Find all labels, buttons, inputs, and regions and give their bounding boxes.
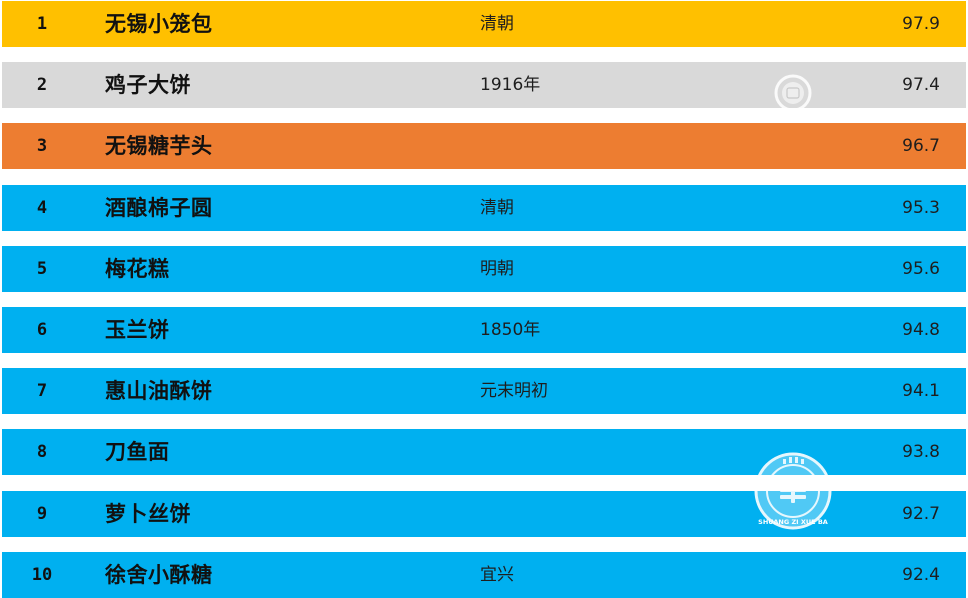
score-value: 93.8 bbox=[902, 442, 940, 462]
ranking-row: 9 萝卜丝饼 92.7 bbox=[2, 491, 966, 537]
rank-number: 10 bbox=[31, 565, 53, 585]
snack-name: 梅花糕 bbox=[105, 257, 170, 281]
rank-number: 1 bbox=[36, 14, 48, 34]
snack-name: 萝卜丝饼 bbox=[105, 502, 191, 526]
score-value: 92.7 bbox=[902, 504, 940, 524]
origin-era: 1916年 bbox=[480, 75, 541, 95]
score-value: 95.3 bbox=[902, 198, 940, 218]
ranking-row: 5 梅花糕 明朝 95.6 bbox=[2, 246, 966, 292]
snack-name: 无锡小笼包 bbox=[105, 12, 213, 36]
ranking-row: 6 玉兰饼 1850年 94.8 bbox=[2, 307, 966, 353]
ranking-row: 7 惠山油酥饼 元末明初 94.1 bbox=[2, 368, 966, 414]
ranking-row: 8 刀鱼面 93.8 bbox=[2, 429, 966, 475]
snack-name: 酒酿棉子圆 bbox=[105, 196, 213, 220]
score-value: 94.1 bbox=[902, 381, 940, 401]
ranking-row: 10 徐舍小酥糖 宜兴 92.4 bbox=[2, 552, 966, 598]
score-value: 97.9 bbox=[902, 14, 940, 34]
origin-era: 元末明初 bbox=[480, 381, 548, 401]
ranking-row: 2 鸡子大饼 1916年 97.4 bbox=[2, 62, 966, 108]
snack-name: 惠山油酥饼 bbox=[105, 379, 213, 403]
rank-number: 4 bbox=[36, 198, 48, 218]
snack-name: 徐舍小酥糖 bbox=[105, 563, 213, 587]
score-value: 92.4 bbox=[902, 565, 940, 585]
origin-era: 清朝 bbox=[480, 198, 514, 218]
score-value: 97.4 bbox=[902, 75, 940, 95]
score-value: 95.6 bbox=[902, 259, 940, 279]
rank-number: 8 bbox=[36, 442, 48, 462]
origin-era: 明朝 bbox=[480, 259, 514, 279]
origin-era: 宜兴 bbox=[480, 565, 514, 585]
ranking-row: 1 无锡小笼包 清朝 97.9 bbox=[2, 1, 966, 47]
rank-number: 7 bbox=[36, 381, 48, 401]
snack-name: 刀鱼面 bbox=[105, 440, 170, 464]
snack-name: 鸡子大饼 bbox=[105, 73, 191, 97]
origin-era: 清朝 bbox=[480, 14, 514, 34]
rank-number: 9 bbox=[36, 504, 48, 524]
rank-number: 2 bbox=[36, 75, 48, 95]
snack-name: 无锡糖芋头 bbox=[105, 134, 213, 158]
score-value: 94.8 bbox=[902, 320, 940, 340]
ranking-row: 4 酒酿棉子圆 清朝 95.3 bbox=[2, 185, 966, 231]
rank-number: 6 bbox=[36, 320, 48, 340]
rank-number: 3 bbox=[36, 136, 48, 156]
snack-name: 玉兰饼 bbox=[105, 318, 170, 342]
score-value: 96.7 bbox=[902, 136, 940, 156]
rank-number: 5 bbox=[36, 259, 48, 279]
origin-era: 1850年 bbox=[480, 320, 541, 340]
ranking-row: 3 无锡糖芋头 96.7 bbox=[2, 123, 966, 169]
